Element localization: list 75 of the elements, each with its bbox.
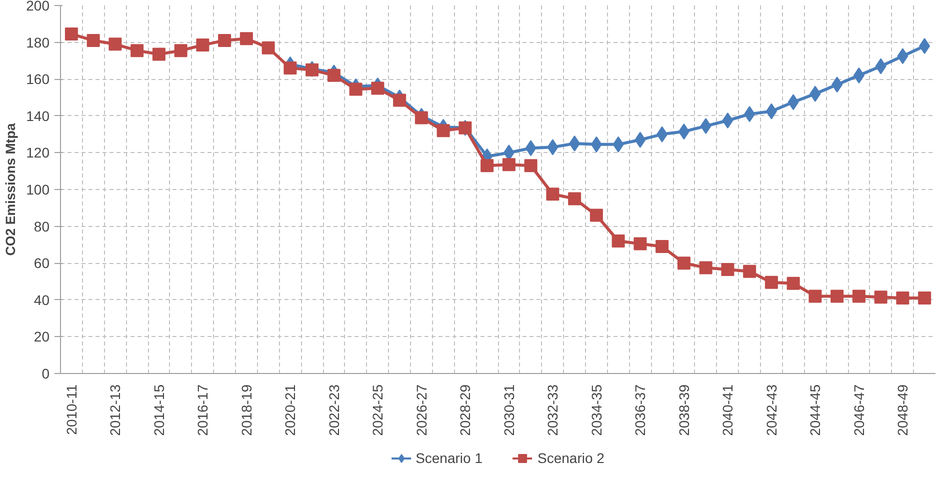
point: [743, 264, 756, 278]
point: [808, 290, 822, 303]
y-tick-label: 20: [34, 328, 50, 345]
x-tick-label: 2018-19: [238, 384, 254, 436]
point: [852, 290, 866, 303]
x-tick-label: 2010-11: [63, 384, 80, 435]
point: [108, 38, 122, 51]
point: [349, 82, 362, 96]
x-tick-label: 2026-27: [413, 384, 430, 436]
point: [786, 276, 800, 290]
y-tick-label: 100: [26, 182, 50, 198]
point: [306, 63, 319, 76]
point: [196, 38, 210, 52]
point: [656, 240, 669, 254]
point: [896, 292, 910, 305]
x-tick-label: 2042-43: [763, 384, 780, 436]
y-tick-label: 40: [34, 292, 50, 308]
x-tick-label: 2036-37: [632, 384, 648, 436]
x-tick-label: 2038-39: [676, 384, 692, 436]
point: [634, 237, 647, 250]
point: [546, 188, 560, 201]
y-tick-label: 160: [26, 71, 50, 88]
point: [699, 261, 712, 274]
point: [393, 94, 406, 107]
point: [677, 256, 690, 270]
x-tick-label: 2032-33: [544, 384, 561, 436]
x-tick-label: 2046-47: [850, 384, 867, 436]
x-tick-label: 2030-31: [500, 384, 517, 436]
point: [130, 44, 144, 58]
x-tick-label: 2022-23: [326, 384, 342, 436]
x-tick-label: 2014-15: [150, 384, 167, 436]
point: [174, 44, 188, 58]
x-tick-label: 2012-13: [107, 384, 124, 436]
y-tick-label: 0: [42, 366, 50, 382]
point: [590, 208, 603, 222]
y-tick-label: 200: [26, 0, 50, 14]
point: [240, 32, 253, 46]
point: [152, 48, 166, 61]
y-tick-label: 140: [26, 108, 50, 124]
x-tick-label: 2020-21: [282, 384, 298, 436]
x-tick-label: 2044-45: [807, 384, 824, 436]
point: [612, 234, 625, 248]
y-tick-label: 60: [34, 255, 50, 272]
x-tick-label: 2048-49: [894, 384, 911, 436]
point: [524, 159, 538, 172]
x-tick-label: 2028-29: [457, 384, 474, 436]
point: [722, 112, 734, 128]
legend-label: Scenario 1: [416, 450, 482, 466]
y-tick-label: 120: [26, 144, 50, 161]
point: [721, 263, 734, 276]
point: [218, 34, 232, 47]
point: [284, 62, 297, 75]
y-axis-title: CO2 Emissions Mtpa: [3, 122, 18, 256]
point: [830, 290, 844, 303]
point: [262, 41, 275, 54]
y-tick-label: 180: [26, 34, 50, 50]
point: [918, 292, 932, 305]
point: [64, 28, 78, 41]
x-tick-label: 2016-17: [194, 384, 211, 436]
point: [569, 136, 580, 152]
point: [480, 159, 494, 172]
point: [86, 34, 100, 47]
legend-label: Scenario 2: [538, 450, 604, 466]
point: [371, 82, 384, 95]
point: [764, 276, 778, 289]
point: [414, 111, 428, 124]
point: [327, 68, 340, 82]
point: [436, 124, 450, 138]
x-tick-label: 2024-25: [370, 384, 386, 436]
y-tick-label: 80: [34, 218, 50, 234]
x-tick-label: 2040-41: [720, 384, 736, 436]
x-tick-label: 2034-35: [588, 384, 604, 436]
point: [874, 290, 888, 304]
point: [568, 192, 582, 206]
point: [502, 158, 516, 172]
